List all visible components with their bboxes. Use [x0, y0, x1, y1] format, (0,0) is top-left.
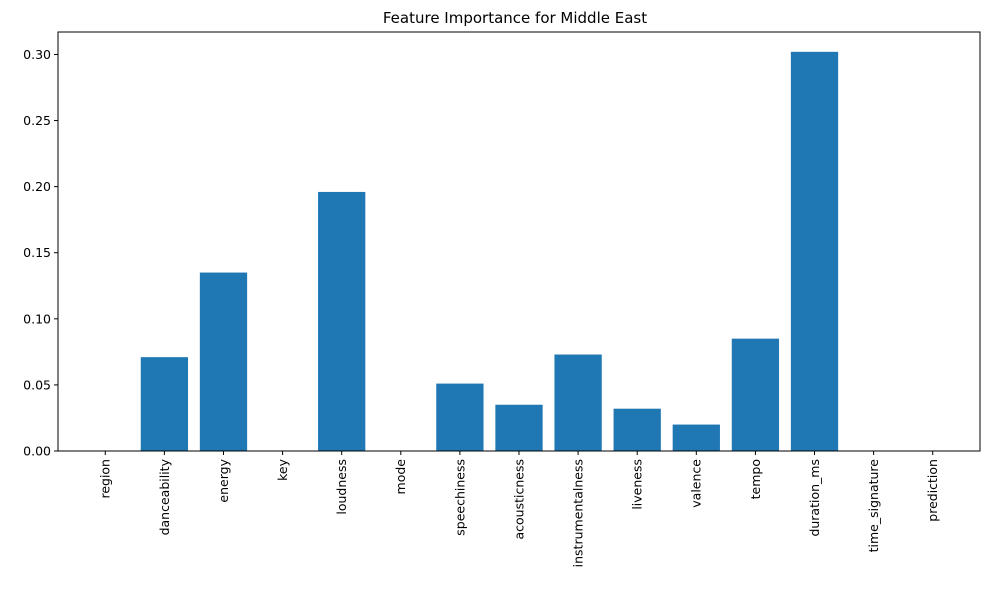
y-tick-label: 0.20 [23, 179, 51, 194]
y-tick-label: 0.00 [23, 444, 51, 459]
bar-duration-ms [790, 51, 839, 451]
y-tick-label: 0.25 [23, 113, 51, 128]
bar-liveness [613, 408, 661, 451]
x-tick-label: prediction [925, 459, 940, 522]
bar-valence [672, 424, 720, 451]
x-tick-label: tempo [748, 459, 763, 499]
x-tick-label: loudness [334, 459, 349, 515]
x-tick-label: instrumentalness [570, 459, 585, 567]
chart-title: Feature Importance for Middle East [383, 9, 647, 27]
x-tick-label: speechiness [452, 459, 467, 536]
y-tick-label: 0.10 [23, 311, 51, 326]
bar-speechiness [436, 383, 484, 451]
y-axis: 0.00 0.05 0.10 0.15 0.20 0.25 0.30 [23, 47, 58, 459]
x-tick-label: region [98, 459, 113, 499]
x-tick-label: key [275, 458, 290, 480]
x-tick-label: acousticness [511, 459, 526, 540]
x-axis: region danceability energy key loudness mode s… [98, 451, 940, 567]
x-tick-label: time_signature [866, 459, 881, 553]
x-tick-label: valence [689, 459, 704, 508]
bar-energy [199, 272, 248, 451]
y-tick-label: 0.05 [23, 377, 51, 392]
bar-acousticness [495, 404, 543, 451]
bar-tempo [731, 338, 780, 451]
bar-instrumentalness [554, 354, 602, 451]
bars [140, 51, 839, 451]
x-tick-label: mode [393, 459, 408, 495]
bar-loudness [318, 191, 366, 451]
plot-frame [57, 31, 981, 452]
bar-danceability [140, 357, 189, 451]
x-tick-label: energy [216, 458, 231, 502]
y-tick-label: 0.15 [23, 245, 51, 260]
x-tick-label: duration_ms [807, 459, 822, 537]
x-tick-label: liveness [630, 459, 645, 510]
y-tick-label: 0.30 [23, 47, 51, 62]
x-tick-label: danceability [157, 458, 172, 535]
